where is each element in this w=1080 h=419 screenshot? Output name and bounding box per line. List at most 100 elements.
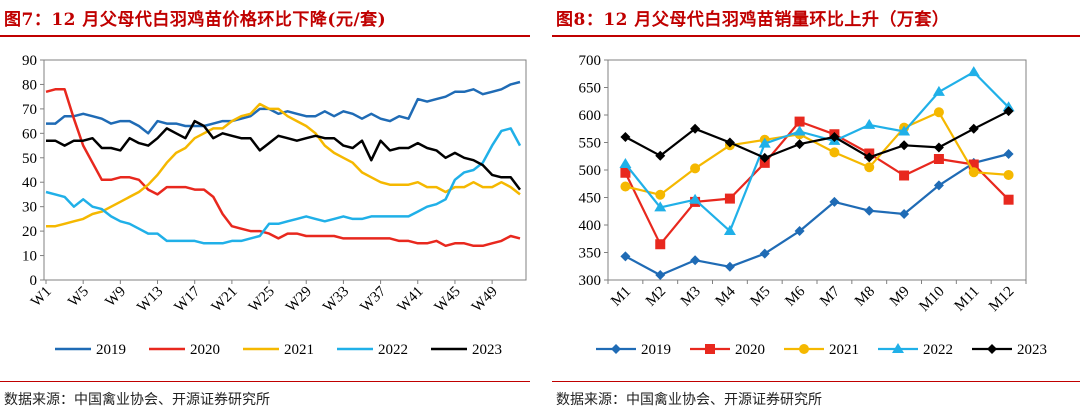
series-line-2020 [624, 120, 1010, 246]
data-point-2023 [690, 123, 701, 134]
x-tick-label: M11 [952, 284, 983, 315]
y-tick-label: 30 [22, 200, 37, 216]
data-point-2022 [723, 225, 736, 236]
x-tick-label: M7 [817, 283, 843, 309]
y-tick-label: 400 [579, 218, 602, 234]
data-point-2019 [829, 196, 840, 207]
x-tick-label: W41 [395, 284, 427, 316]
y-tick-label: 300 [579, 273, 602, 289]
data-point-2021 [829, 147, 840, 158]
y-tick-label: 350 [579, 246, 602, 262]
data-point-2023 [794, 139, 805, 150]
series-line-2021 [46, 102, 521, 228]
data-point-2022 [619, 157, 632, 168]
legend-marker-2023 [987, 344, 997, 354]
x-tick-label: W29 [283, 284, 315, 316]
data-point-2021 [655, 189, 666, 200]
legend-label-2019: 2019 [641, 342, 671, 358]
data-point-2020 [655, 239, 666, 250]
x-tick-label: W17 [172, 283, 204, 315]
x-tick-label: W33 [320, 284, 352, 316]
legend-marker-2021 [799, 344, 809, 354]
data-point-2019 [899, 209, 910, 219]
legend-label-2022: 2022 [378, 342, 408, 358]
x-tick-label: M2 [643, 284, 669, 310]
x-tick-label: M4 [713, 283, 739, 309]
series-line-2019 [624, 152, 1009, 277]
data-point-2021 [1003, 169, 1014, 180]
data-point-2019 [655, 270, 666, 281]
y-tick-label: 500 [579, 163, 602, 179]
data-point-2020 [1003, 194, 1014, 205]
data-point-2022 [863, 118, 876, 129]
chart-title: 图7：12 月父母代白羽鸡苗价格环比下降(元/套) [4, 10, 387, 30]
x-tick-label: W21 [209, 284, 241, 316]
legend-label-2021: 2021 [284, 342, 314, 358]
x-tick-label: M6 [782, 283, 808, 309]
data-point-2023 [724, 137, 735, 148]
source-divider [552, 381, 1080, 382]
data-point-2022 [898, 125, 911, 136]
y-tick-label: 550 [579, 136, 602, 152]
x-tick-label: W37 [357, 283, 389, 315]
legend-marker-2019 [611, 344, 621, 354]
series-line-2020 [45, 88, 521, 248]
data-point-2019 [933, 180, 944, 191]
x-tick-label: W45 [432, 284, 464, 316]
legend-label-2020: 2020 [735, 342, 765, 358]
legend-label-2020: 2020 [190, 342, 220, 358]
data-point-2021 [968, 167, 979, 178]
y-tick-label: 600 [579, 108, 602, 124]
legend-label-2022: 2022 [923, 342, 953, 358]
y-tick-label: 40 [22, 175, 37, 191]
y-tick-label: 60 [22, 126, 37, 142]
legend-marker-2022 [892, 343, 904, 353]
data-point-2019 [724, 261, 735, 272]
y-tick-label: 90 [22, 53, 37, 69]
data-point-2023 [655, 150, 666, 161]
data-point-2023 [759, 152, 770, 163]
chart-title: 图8：12 月父母代白羽鸡苗销量环比上升（万套） [556, 10, 950, 30]
x-tick-label: M9 [887, 284, 913, 310]
source-divider [0, 381, 530, 382]
y-tick-label: 450 [579, 191, 602, 207]
y-tick-label: 70 [22, 102, 37, 118]
data-point-2022 [967, 66, 980, 77]
y-tick-label: 10 [22, 249, 37, 265]
legend-label-2019: 2019 [96, 342, 126, 358]
y-tick-label: 80 [22, 77, 37, 93]
data-point-2023 [1003, 106, 1014, 117]
data-point-2020 [933, 154, 944, 164]
legend-marker-2020 [705, 344, 715, 354]
data-point-2022 [689, 193, 702, 204]
legend-label-2021: 2021 [829, 342, 859, 358]
data-point-2019 [690, 255, 701, 266]
y-tick-label: 50 [22, 151, 37, 167]
y-tick-label: 0 [30, 273, 38, 289]
data-point-2021 [690, 163, 701, 174]
title-divider [552, 35, 1080, 37]
data-point-2023 [899, 140, 910, 151]
data-point-2020 [794, 116, 805, 127]
data-point-2019 [620, 251, 631, 262]
data-point-2021 [933, 107, 944, 118]
source-note: 数据来源：中国禽业协会、开源证券研究所 [4, 392, 270, 408]
series-line-2023 [46, 119, 521, 191]
y-tick-label: 20 [22, 224, 37, 240]
data-point-2023 [864, 152, 875, 163]
x-tick-label: M12 [986, 284, 1017, 315]
series-line-2022 [624, 70, 1010, 233]
data-point-2022 [758, 137, 771, 148]
series-line-2019 [46, 80, 521, 135]
data-point-2021 [620, 181, 631, 192]
data-point-2022 [654, 201, 667, 212]
data-point-2020 [968, 159, 979, 170]
x-tick-label: W13 [134, 284, 166, 316]
x-tick-label: M5 [748, 284, 774, 310]
data-point-2023 [829, 132, 840, 142]
data-point-2020 [620, 167, 631, 178]
x-tick-label: W25 [246, 284, 278, 316]
right-chart-panel: 图8：12 月父母代白羽鸡苗销量环比上升（万套） 300 350 400 450 500… [552, 0, 1080, 419]
data-point-2020 [899, 170, 910, 181]
